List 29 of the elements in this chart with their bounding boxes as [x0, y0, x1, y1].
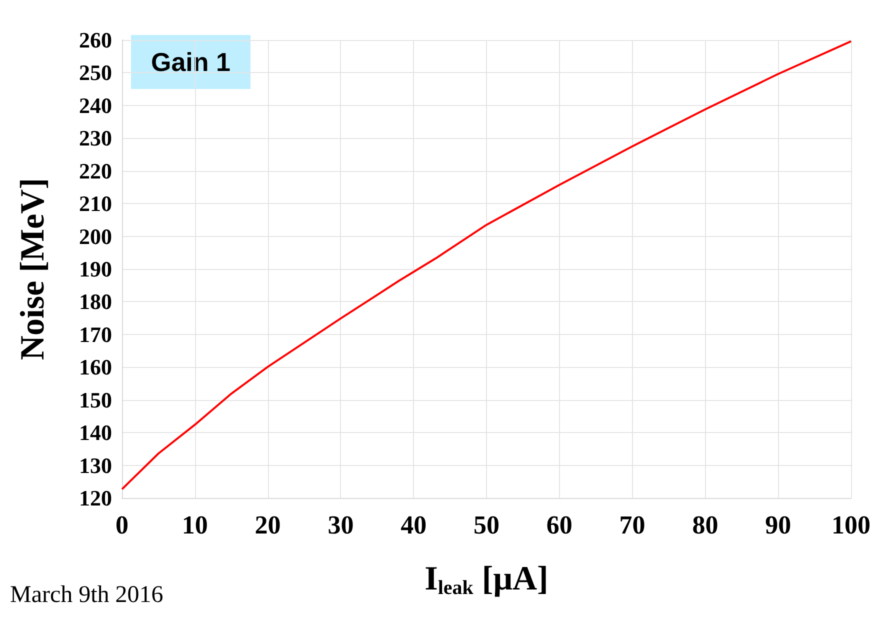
y-tick-label: 160	[79, 354, 112, 380]
x-tick-label: 0	[116, 510, 128, 540]
y-tick-label: 220	[79, 158, 112, 184]
x-tick-label: 90	[765, 510, 792, 540]
text: March 9th 2016	[10, 582, 164, 608]
x-tick-label: 30	[328, 510, 354, 540]
y-tick-label: 250	[79, 60, 112, 86]
y-tick-label: 150	[79, 387, 112, 412]
annotation: Gain 1	[151, 47, 230, 77]
y-tick-label: 120	[79, 486, 112, 510]
x-tick-label: 80	[692, 510, 718, 540]
x-tick-label: 40	[400, 510, 427, 540]
y-tick-label: 260	[79, 28, 112, 52]
y-tick-label: 240	[79, 92, 112, 118]
x-tick-label: 10	[182, 510, 208, 540]
y-axis-title: Noise [MeV]	[14, 178, 52, 360]
x-tick-label: 100	[832, 510, 870, 540]
y-tick-label: 200	[79, 224, 112, 249]
y-tick-label: 230	[79, 126, 112, 151]
y-tick-label: 130	[79, 452, 112, 478]
y-tick-label: 140	[79, 420, 112, 446]
y-tick-label: 170	[79, 322, 112, 347]
x-tick-label: 70	[619, 510, 646, 540]
x-tick-label: 60	[546, 510, 572, 540]
x-tick-label: 20	[254, 510, 281, 540]
x-tick-label: 50	[474, 510, 500, 540]
y-tick-label: 190	[79, 256, 112, 282]
y-tick-label: 180	[79, 289, 112, 314]
y-tick-label: 210	[79, 191, 112, 216]
